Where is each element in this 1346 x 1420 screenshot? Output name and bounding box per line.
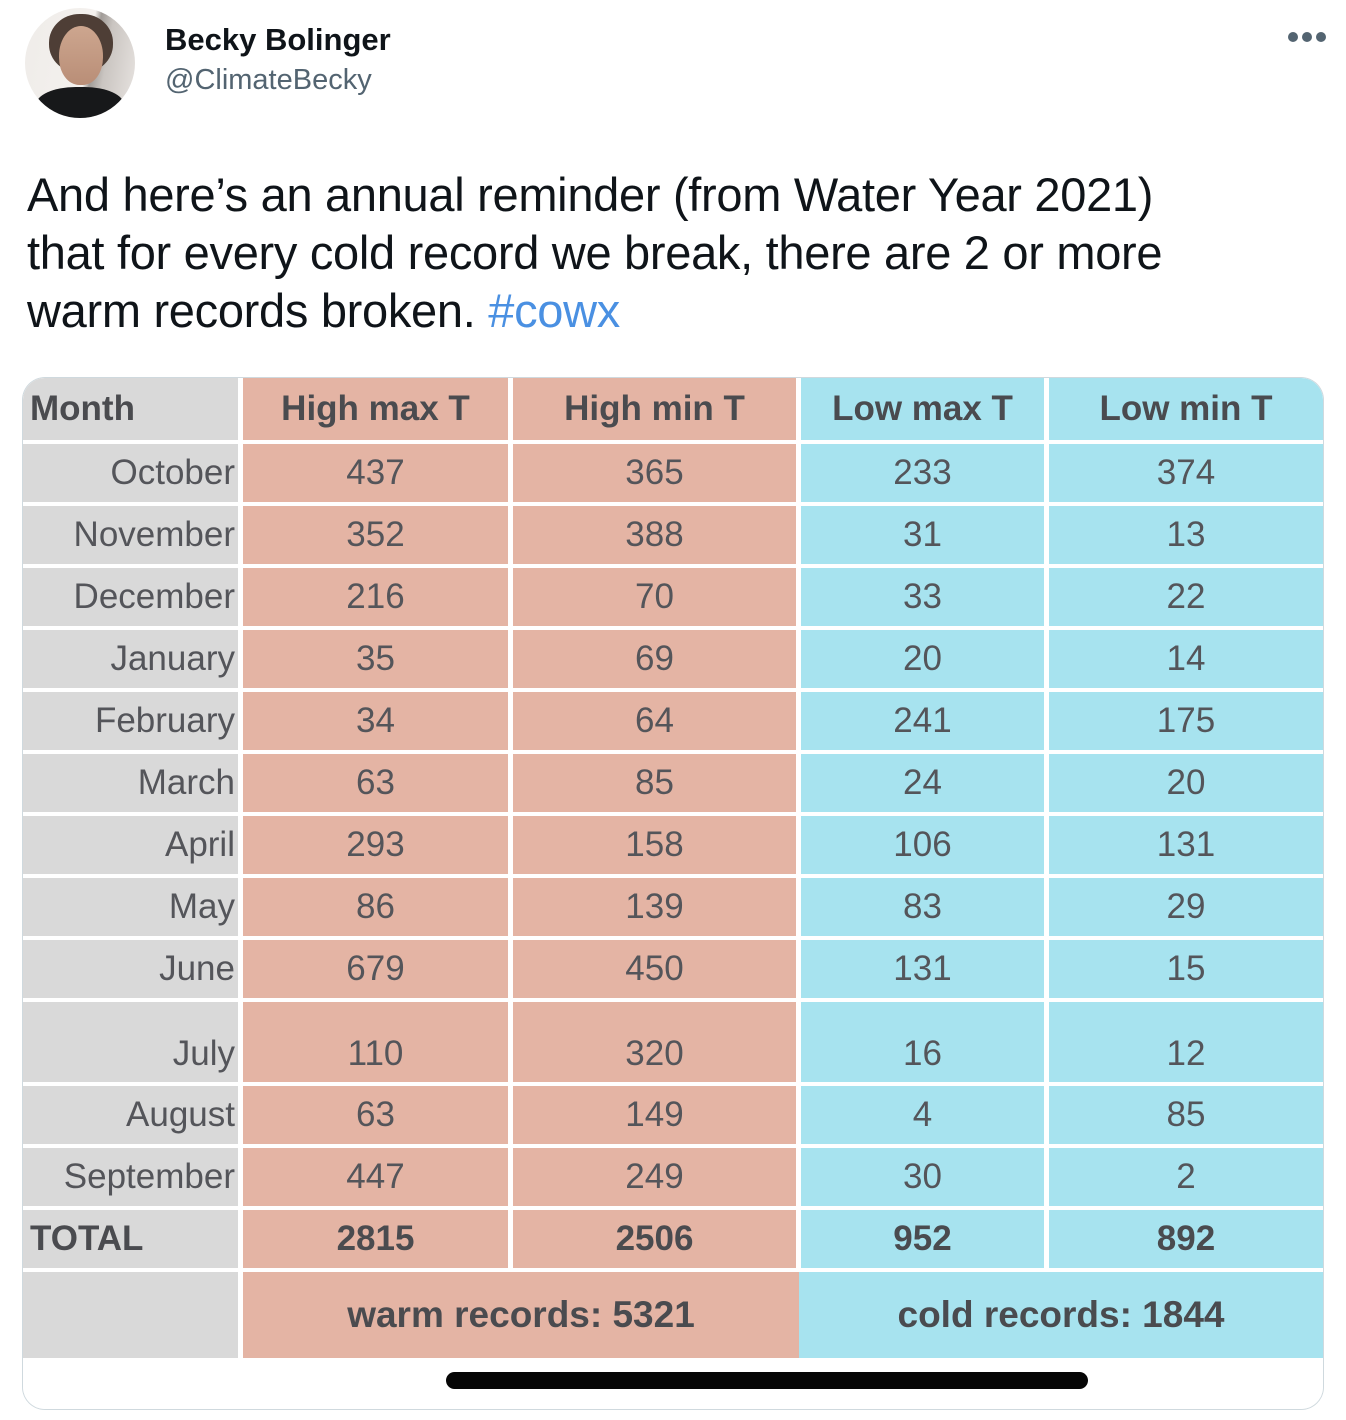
cell-value: 131 [801, 940, 1044, 998]
cell-value: 69 [513, 630, 796, 688]
cell-value: 33 [801, 568, 1044, 626]
cell-value: 131 [1049, 816, 1323, 874]
cell-value: 24 [801, 754, 1044, 812]
cell-value: 70 [513, 568, 796, 626]
cell-value: 35 [243, 630, 508, 688]
tweet-line-3-text: warm records broken. [27, 284, 489, 337]
total-value: 952 [801, 1210, 1044, 1268]
cell-value: 293 [243, 816, 508, 874]
cold-records-total: cold records: 1844 [799, 1272, 1323, 1358]
cell-value: 12 [1049, 1002, 1323, 1082]
warm-records-total: warm records: 5321 [243, 1272, 799, 1358]
hashtag-link[interactable]: #cowx [488, 284, 620, 337]
row-month-label: April [23, 816, 238, 874]
cell-value: 241 [801, 692, 1044, 750]
avatar-body [36, 87, 124, 118]
cell-value: 31 [801, 506, 1044, 564]
cell-value: 110 [243, 1002, 508, 1082]
avatar-face [59, 25, 104, 85]
row-month-label: August [23, 1086, 238, 1144]
cell-value: 14 [1049, 630, 1323, 688]
display-name[interactable]: Becky Bolinger [165, 22, 391, 57]
cell-value: 85 [1049, 1086, 1323, 1144]
row-month-label: February [23, 692, 238, 750]
cell-value: 365 [513, 444, 796, 502]
cell-value: 388 [513, 506, 796, 564]
cell-value: 63 [243, 754, 508, 812]
cell-value: 106 [801, 816, 1044, 874]
dot-icon [1288, 32, 1298, 42]
dot-icon [1302, 32, 1312, 42]
total-value: 2815 [243, 1210, 508, 1268]
cell-value: 15 [1049, 940, 1323, 998]
cell-value: 22 [1049, 568, 1323, 626]
tweet-line-1: And here’s an annual reminder (from Wate… [27, 168, 1154, 221]
col-header-month: Month [23, 378, 238, 440]
cell-value: 679 [243, 940, 508, 998]
cell-value: 86 [243, 878, 508, 936]
cell-value: 4 [801, 1086, 1044, 1144]
cell-value: 158 [513, 816, 796, 874]
cell-value: 16 [801, 1002, 1044, 1082]
cell-value: 13 [1049, 506, 1323, 564]
row-month-label: July [23, 1002, 238, 1082]
cell-value: 374 [1049, 444, 1323, 502]
total-label: TOTAL [23, 1210, 238, 1268]
total-value: 892 [1049, 1210, 1323, 1268]
records-table: Month High max T High min T Low max T Low mi… [23, 378, 1323, 1358]
tweet-image-card[interactable]: Month High max T High min T Low max T Low mi… [23, 378, 1323, 1409]
cell-value: 320 [513, 1002, 796, 1082]
cell-value: 175 [1049, 692, 1323, 750]
row-month-label: October [23, 444, 238, 502]
row-month-label: June [23, 940, 238, 998]
col-header-low-min-t: Low min T [1049, 378, 1323, 440]
cell-value: 249 [513, 1148, 796, 1206]
cell-value: 34 [243, 692, 508, 750]
cell-value: 450 [513, 940, 796, 998]
col-header-high-min-t: High min T [513, 378, 796, 440]
image-bottom-area [23, 1358, 1323, 1409]
row-month-label: March [23, 754, 238, 812]
cell-value: 63 [243, 1086, 508, 1144]
cell-value: 447 [243, 1148, 508, 1206]
row-month-label: November [23, 506, 238, 564]
footer-empty-cell [23, 1272, 238, 1358]
cell-value: 437 [243, 444, 508, 502]
dot-icon [1316, 32, 1326, 42]
cell-value: 216 [243, 568, 508, 626]
row-month-label: December [23, 568, 238, 626]
tweet-text: And here’s an annual reminder (from Wate… [27, 166, 1327, 340]
user-handle[interactable]: @ClimateBecky [165, 64, 372, 96]
avatar[interactable] [25, 8, 135, 118]
total-value: 2506 [513, 1210, 796, 1268]
more-options-icon[interactable] [1288, 32, 1326, 42]
cell-value: 2 [1049, 1148, 1323, 1206]
cell-value: 233 [801, 444, 1044, 502]
cell-value: 85 [513, 754, 796, 812]
col-header-low-max-t: Low max T [801, 378, 1044, 440]
cell-value: 139 [513, 878, 796, 936]
col-header-high-max-t: High max T [243, 378, 508, 440]
tweet-line-3: warm records broken. #cowx [27, 282, 1327, 340]
cell-value: 30 [801, 1148, 1044, 1206]
row-month-label: January [23, 630, 238, 688]
tweet-line-2: that for every cold record we break, the… [27, 226, 1163, 279]
cell-value: 20 [801, 630, 1044, 688]
cell-value: 29 [1049, 878, 1323, 936]
home-indicator-bar [446, 1372, 1088, 1389]
cell-value: 352 [243, 506, 508, 564]
row-month-label: September [23, 1148, 238, 1206]
cell-value: 20 [1049, 754, 1323, 812]
cell-value: 83 [801, 878, 1044, 936]
row-month-label: May [23, 878, 238, 936]
cell-value: 64 [513, 692, 796, 750]
cell-value: 149 [513, 1086, 796, 1144]
